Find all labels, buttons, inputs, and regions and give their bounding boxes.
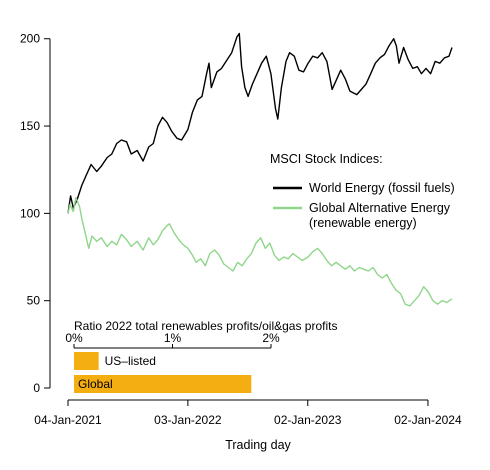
inset-bar-label-1: Global [78, 377, 113, 391]
series-line-1 [67, 196, 453, 307]
x-tick-label-1: 03-Jan-2022 [154, 413, 222, 427]
y-tick-label-150: 150 [20, 119, 40, 133]
legend: MSCI Stock Indices: World Energy (fossil… [270, 152, 455, 230]
inset-tick-label-1: 1% [164, 331, 182, 345]
series-line-0 [67, 32, 453, 214]
inset-tick-label-0: 0% [65, 331, 83, 345]
inset-tick-label-2: 2% [262, 331, 280, 345]
legend-label-alt-energy-line2: (renewable energy) [309, 216, 417, 230]
legend-label-alt-energy-line1: Global Alternative Energy [309, 201, 451, 215]
legend-label-world-energy: World Energy (fossil fuels) [309, 181, 455, 195]
x-tick-label-3: 02-Jan-2024 [394, 413, 462, 427]
x-tick-label-0: 04-Jan-2021 [34, 413, 102, 427]
y-tick-label-200: 200 [20, 32, 40, 46]
legend-title: MSCI Stock Indices: [270, 152, 383, 166]
series-layer [67, 32, 453, 307]
inset-bar-1 [74, 375, 252, 393]
y-tick-label-50: 50 [27, 294, 41, 308]
main-axes: 0 50 100 150 200 04-Jan-2021 03-Jan-2022 02-Jan… [20, 32, 462, 427]
inset-layer: Ratio 2022 total renewables profits/oil&… [65, 319, 337, 393]
x-tick-label-2: 02-Jan-2023 [274, 413, 342, 427]
inset-bar-0 [74, 352, 99, 370]
x-axis-title: Trading day [225, 438, 291, 452]
y-tick-label-0: 0 [33, 381, 40, 395]
inset-bar-label-0: US–listed [105, 354, 156, 368]
inset-title: Ratio 2022 total renewables profits/oil&… [74, 319, 337, 333]
y-tick-label-100: 100 [20, 206, 40, 220]
